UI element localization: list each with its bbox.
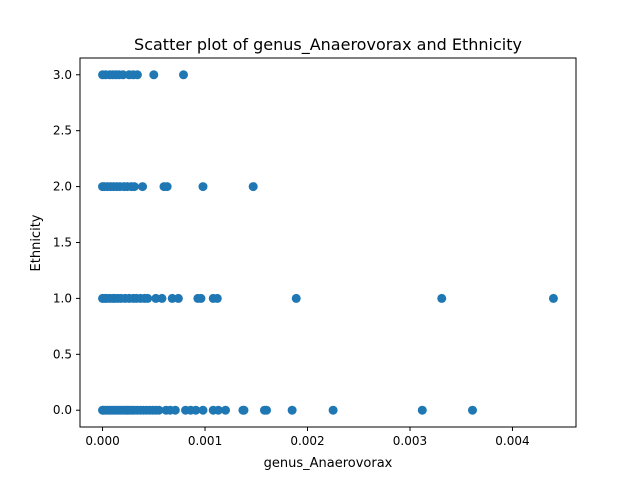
- data-point: [468, 405, 477, 415]
- x-tick-label: 0.001: [188, 434, 222, 448]
- data-point: [170, 405, 180, 415]
- y-tick-label: 3.0: [53, 68, 72, 82]
- data-point: [154, 405, 164, 415]
- data-point: [179, 70, 188, 80]
- data-point: [129, 182, 139, 192]
- y-ticks: 0.0 0.5 1.0 1.5 2.0 2.5 3.0: [53, 68, 80, 417]
- x-tick-label: 0.004: [495, 434, 529, 448]
- data-point: [118, 70, 128, 80]
- y-tick-label: 1.0: [53, 291, 72, 305]
- y-tick-label: 2.0: [53, 180, 72, 194]
- points-layer: [98, 70, 558, 415]
- y-tick-label: 0.5: [53, 347, 72, 361]
- plot-area-frame: [79, 57, 577, 428]
- data-point: [221, 405, 231, 415]
- data-point: [198, 405, 208, 415]
- data-point: [157, 293, 167, 303]
- data-point: [212, 293, 222, 303]
- x-tick-label: 0.003: [393, 434, 427, 448]
- y-tick-label: 1.5: [53, 236, 72, 250]
- data-point: [417, 405, 427, 415]
- data-point: [287, 405, 297, 415]
- data-point: [138, 182, 148, 192]
- data-point: [149, 70, 159, 80]
- data-point: [239, 405, 249, 415]
- data-point: [167, 293, 177, 303]
- x-tick-label: 0.000: [85, 434, 119, 448]
- data-point: [548, 293, 558, 303]
- data-point: [173, 293, 183, 303]
- data-point: [328, 405, 338, 415]
- data-point: [213, 405, 223, 415]
- chart-title: Scatter plot of genus_Anaerovorax and Et…: [134, 35, 522, 55]
- data-point: [162, 182, 172, 192]
- y-tick-label: 2.5: [53, 124, 72, 138]
- data-point: [262, 405, 272, 415]
- data-point: [196, 293, 206, 303]
- data-point: [248, 182, 258, 192]
- data-point: [191, 405, 201, 415]
- y-tick-label: 0.0: [53, 403, 72, 417]
- data-point: [437, 293, 447, 303]
- x-ticks: 0.000 0.001 0.002 0.003 0.004: [85, 427, 530, 448]
- data-point: [132, 70, 142, 80]
- data-point: [151, 293, 161, 303]
- x-axis-label: genus_Anaerovorax: [264, 456, 393, 471]
- x-tick-label: 0.002: [290, 434, 324, 448]
- data-point: [198, 182, 208, 192]
- data-point: [291, 293, 301, 303]
- data-point: [143, 293, 153, 303]
- y-axis-label: Ethnicity: [29, 214, 44, 271]
